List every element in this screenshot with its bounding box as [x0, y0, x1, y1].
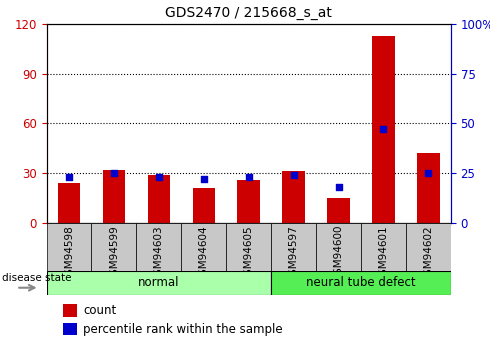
Bar — [47, 271, 271, 295]
Bar — [147, 175, 170, 223]
Text: GSM94600: GSM94600 — [334, 225, 343, 282]
Text: GSM94601: GSM94601 — [378, 225, 389, 282]
Bar — [361, 223, 406, 271]
Point — [65, 174, 73, 180]
Text: normal: normal — [138, 276, 180, 289]
Bar — [406, 223, 451, 271]
Point — [155, 174, 163, 180]
Text: percentile rank within the sample: percentile rank within the sample — [83, 323, 283, 336]
Text: GSM94602: GSM94602 — [423, 225, 433, 282]
Bar — [136, 223, 181, 271]
Point — [245, 174, 252, 180]
Title: GDS2470 / 215668_s_at: GDS2470 / 215668_s_at — [165, 6, 332, 20]
Point — [379, 127, 387, 132]
Bar — [327, 198, 350, 223]
Point — [424, 170, 432, 176]
Text: GSM94604: GSM94604 — [199, 225, 209, 282]
Text: GSM94599: GSM94599 — [109, 225, 119, 282]
Bar — [282, 171, 305, 223]
Text: GSM94603: GSM94603 — [154, 225, 164, 282]
Point — [110, 170, 118, 176]
Bar — [271, 223, 316, 271]
Text: neural tube defect: neural tube defect — [306, 276, 416, 289]
Text: GSM94605: GSM94605 — [244, 225, 254, 282]
Point — [290, 172, 297, 178]
Bar — [271, 271, 451, 295]
Bar — [63, 304, 77, 317]
Bar — [103, 170, 125, 223]
Bar — [181, 223, 226, 271]
Bar — [226, 223, 271, 271]
Bar — [92, 223, 136, 271]
Bar — [47, 223, 92, 271]
Bar — [63, 323, 77, 335]
Text: disease state: disease state — [2, 273, 72, 283]
Point — [200, 176, 208, 182]
Point — [335, 184, 343, 190]
Bar — [417, 153, 440, 223]
Bar — [372, 36, 394, 223]
Bar — [316, 223, 361, 271]
Bar — [58, 183, 80, 223]
Text: GSM94597: GSM94597 — [289, 225, 298, 282]
Text: GSM94598: GSM94598 — [64, 225, 74, 282]
Text: count: count — [83, 304, 116, 317]
Bar — [238, 179, 260, 223]
Bar — [193, 188, 215, 223]
